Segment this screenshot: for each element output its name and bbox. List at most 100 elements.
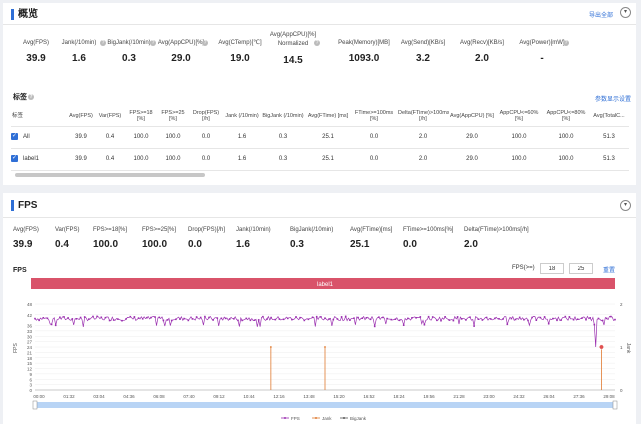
help-icon[interactable]: ?	[314, 40, 320, 46]
fps-point	[162, 319, 165, 322]
fps-point	[228, 318, 231, 320]
stat-value: 2.0	[464, 239, 478, 250]
fps-point	[216, 317, 219, 319]
help-icon[interactable]: ?	[28, 94, 34, 101]
fps-point	[361, 317, 364, 319]
fps-point	[597, 317, 600, 320]
help-icon[interactable]: ?	[100, 40, 106, 46]
table-column-header[interactable]: Jank (/10min)	[223, 106, 261, 127]
table-column-header[interactable]: Var(FPS)	[95, 106, 125, 127]
fps-stat: FPS>=18[%] 100.0	[93, 227, 127, 250]
fps-point	[581, 317, 583, 319]
fps-point	[465, 319, 467, 321]
help-icon[interactable]: ?	[150, 40, 156, 46]
table-cell: 0.0	[189, 148, 223, 171]
row-checkbox[interactable]: ✓	[11, 155, 18, 163]
stat-label: FPS>=25[%]	[142, 227, 177, 233]
y-tick-label: 33	[27, 329, 33, 334]
fps-threshold-1-input[interactable]	[540, 263, 564, 274]
overview-divider	[3, 24, 636, 25]
stat-value: 0.3	[290, 239, 304, 250]
fps-point	[208, 316, 210, 319]
fps-point	[518, 316, 521, 319]
table-column-header[interactable]: AppCPU<=80% [%]	[543, 106, 589, 127]
fps-point	[175, 318, 177, 321]
fps-point	[212, 319, 214, 321]
fps-point	[547, 322, 550, 325]
fps-point	[344, 315, 347, 318]
table-cell: 29.0	[449, 148, 495, 171]
fps-point	[436, 319, 438, 322]
zoom-slider-right-handle[interactable]	[612, 400, 618, 410]
param-settings-link[interactable]: 参数显示设置	[595, 97, 632, 103]
fps-point	[220, 317, 223, 320]
fps-point	[564, 315, 567, 318]
stat-value: 1.6	[236, 239, 250, 250]
row-label-cell: ✓ All	[11, 126, 67, 149]
table-row[interactable]: ✓ label1 39.9 0.4 100.0 100.0 0.0 1.6 0.3 25.1 0.0…	[11, 148, 629, 171]
zoom-slider-left-handle[interactable]	[32, 400, 38, 410]
stat-value: 3.2	[416, 53, 430, 64]
legend-label: FPS	[291, 416, 300, 421]
fps-point	[386, 317, 388, 320]
fps-stat: FTime>=100ms[%] 0.0	[403, 227, 453, 250]
fps-threshold-2-input[interactable]	[569, 263, 593, 274]
table-column-header[interactable]: FTime>=100ms [%]	[351, 106, 397, 127]
table-column-header[interactable]: BigJank (/10min)	[261, 106, 305, 127]
y-tick-label: 48	[27, 302, 33, 307]
table-column-header[interactable]: FPS>=18 [%]	[125, 106, 157, 127]
fps-point	[336, 318, 339, 320]
fps-point	[431, 316, 434, 318]
stat-value: 1093.0	[348, 53, 380, 64]
stat-label: BigJank(/10min)	[290, 227, 334, 233]
table-row[interactable]: ✓ All 39.9 0.4 100.0 100.0 0.0 1.6 0.3 25.1 0.0 2.0…	[11, 126, 629, 149]
y-right-tick-label: 1	[620, 345, 623, 350]
fps-point	[469, 316, 471, 318]
x-tick-label: 29:08	[603, 394, 615, 399]
table-column-header[interactable]: Avg(TotalC...	[589, 106, 629, 127]
help-icon[interactable]: ?	[563, 40, 569, 46]
overview-stat: Jank(/10min)? 1.6	[50, 40, 108, 64]
row-checkbox[interactable]: ✓	[11, 133, 18, 141]
table-column-header[interactable]: Delta(FTime)>100ms [/h]	[397, 106, 449, 127]
fps-point	[38, 319, 40, 322]
reset-link[interactable]: 重置	[603, 268, 616, 274]
overview-stat: Avg(AppCPU)[%]? 29.0	[152, 40, 210, 64]
fps-stat: Avg(FPS) 39.9	[13, 227, 39, 250]
y-right-tick-label: 2	[620, 302, 623, 307]
stat-label: Avg(Send)[KB/s]	[400, 40, 446, 46]
fps-point	[50, 323, 53, 326]
jank-point	[324, 346, 326, 348]
table-column-header[interactable]: Drop(FPS) [/h]	[189, 106, 223, 127]
table-column-header[interactable]: Avg(FTime) [ms]	[305, 106, 351, 127]
table-column-header[interactable]: FPS>=25 [%]	[157, 106, 189, 127]
fps-point	[378, 316, 380, 318]
table-column-header[interactable]: Avg(AppCPU) [%]	[449, 106, 495, 127]
stat-label: BigJank(/10min)	[107, 40, 151, 46]
fps-point	[166, 319, 169, 321]
x-tick-label: 01:32	[63, 394, 75, 399]
overview-collapse-button[interactable]: ▾	[620, 7, 631, 18]
x-tick-label: 21:28	[453, 394, 465, 399]
stat-label: FPS>=18[%]	[93, 227, 128, 233]
stat-value: 100.0	[142, 239, 168, 250]
stat-value: 14.5	[283, 55, 303, 66]
fps-point	[262, 315, 264, 318]
table-horizontal-scrollbar[interactable]	[15, 173, 205, 177]
fps-point	[576, 318, 579, 320]
fps-stat: FPS>=25[%] 100.0	[142, 227, 176, 250]
fps-point	[382, 316, 384, 319]
export-all-link[interactable]: 导出全部	[589, 13, 614, 19]
table-column-header[interactable]: AppCPU<=60% [%]	[495, 106, 543, 127]
table-column-header[interactable]: 标签	[11, 106, 67, 127]
y-tick-label: 3	[29, 383, 32, 388]
fps-point	[291, 318, 293, 321]
fps-point	[125, 318, 127, 320]
x-tick-label: 13:48	[303, 394, 315, 399]
fps-collapse-button[interactable]: ▾	[620, 200, 631, 211]
fps-point	[398, 319, 401, 322]
table-column-header[interactable]: Avg(FPS)	[67, 106, 95, 127]
overview-stat: Avg(Send)[KB/s] 3.2	[394, 40, 452, 64]
help-icon[interactable]: ?	[202, 40, 208, 46]
table-cell: 0.0	[351, 126, 397, 149]
